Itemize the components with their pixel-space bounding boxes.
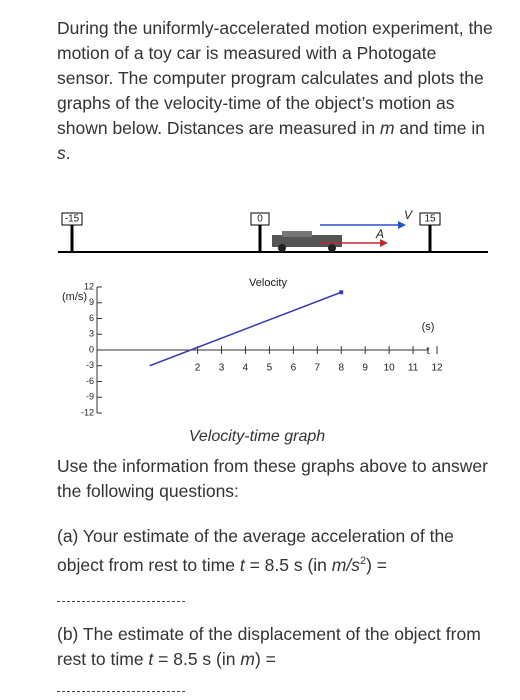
mark-label: -15 <box>65 214 80 225</box>
text: = 8.5 s (in <box>244 554 332 575</box>
chart: Velocity (m/s) (s) t 12 9 6 3 0 -3 -6 -9 -12 2 3 4 5… <box>62 277 443 417</box>
text: . <box>65 143 71 163</box>
track-diagram: -15 0 15 V A <box>58 208 488 253</box>
caption: Velocity-time graph <box>57 424 457 449</box>
velocity-line <box>149 291 342 367</box>
x-tick-label: 6 <box>291 363 297 374</box>
arrowhead <box>398 221 406 229</box>
y-tick-label: 3 <box>89 329 94 339</box>
text: and time in <box>394 118 485 138</box>
x-tick-label: 9 <box>362 363 368 374</box>
caption-text: Velocity-time graph <box>188 428 326 445</box>
acceleration-label: A <box>375 227 384 241</box>
y-tick-label: 0 <box>89 344 94 354</box>
question-b: (b) The estimate of the displacement of … <box>57 622 497 672</box>
question-a: (a) Your estimate of the average acceler… <box>57 524 497 578</box>
text: 2 <box>359 555 367 567</box>
x-axis-unit: (s) <box>422 321 435 333</box>
text: m <box>379 118 395 138</box>
text: t <box>148 649 154 669</box>
text: ) = <box>254 649 276 669</box>
intro: During the uniformly-accelerated motion … <box>57 16 497 166</box>
y-axis-label: (m/s) <box>62 291 87 303</box>
mark-label: 15 <box>424 214 436 225</box>
text: m <box>240 649 255 669</box>
chart-title: Velocity <box>249 277 287 289</box>
arrowhead <box>380 239 388 247</box>
car <box>272 231 342 252</box>
y-tick-label: 12 <box>84 281 94 291</box>
text: t <box>239 554 245 575</box>
text: = 8.5 s (in <box>153 649 241 669</box>
x-axis-label: t <box>426 345 429 357</box>
x-tick-label: 10 <box>384 363 396 374</box>
y-tick-label: -3 <box>86 360 94 370</box>
y-tick-label: 6 <box>89 313 94 323</box>
instructions: Use the information from these graphs ab… <box>57 456 488 501</box>
post: -15 <box>61 212 83 251</box>
x-tick-label: 5 <box>267 363 273 374</box>
answer-blank[interactable] <box>57 601 185 602</box>
x-tick-label: 2 <box>195 363 201 374</box>
answer-blank[interactable] <box>57 691 185 692</box>
text: m/s <box>331 554 360 575</box>
y-tick-label: -12 <box>81 407 94 417</box>
text: s <box>57 143 66 163</box>
x-tick-label: 11 <box>408 363 419 374</box>
x-tick-label: 12 <box>431 363 443 374</box>
text: (a) Your estimate of the average acceler… <box>57 526 454 575</box>
x-tick-label: 4 <box>243 363 249 374</box>
text: (b) The estimate of the displacement of … <box>57 624 481 669</box>
text: ) = <box>366 554 388 575</box>
velocity-label: V <box>404 208 413 222</box>
mark-label: 0 <box>257 214 263 225</box>
end-marker <box>339 290 344 295</box>
x-tick-label: 7 <box>315 363 321 374</box>
y-tick-label: 9 <box>89 297 94 307</box>
x-tick-label: 8 <box>338 363 344 374</box>
y-tick-label: -9 <box>86 392 94 402</box>
x-tick-label: 3 <box>219 363 225 374</box>
post: 0 <box>250 212 270 251</box>
y-tick-label: -6 <box>86 376 94 386</box>
text: During the uniformly-accelerated motion … <box>57 18 493 138</box>
post: 15 <box>419 212 441 251</box>
